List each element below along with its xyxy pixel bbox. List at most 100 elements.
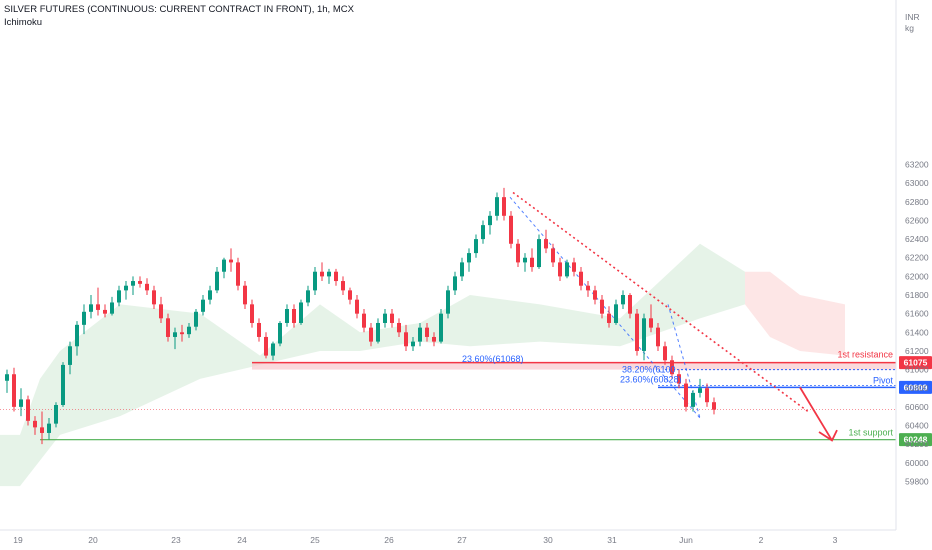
price-tick-label: 61400 <box>905 327 929 337</box>
price-tick-label: 60200 <box>905 439 929 449</box>
price-badge-text: 60248 <box>904 435 928 445</box>
candle-body <box>243 285 247 305</box>
price-tick-label: 62600 <box>905 215 929 225</box>
candle-body <box>341 281 345 291</box>
candle-body <box>173 332 177 337</box>
time-tick-label: 20 <box>88 535 98 545</box>
candle-body <box>390 313 394 323</box>
candle-body <box>201 299 205 312</box>
time-tick-label: 27 <box>457 535 467 545</box>
candle-body <box>502 197 506 216</box>
candle-body <box>495 197 499 216</box>
candle-body <box>159 304 163 319</box>
arrow-head <box>818 429 838 442</box>
candle-body <box>677 374 681 384</box>
candle-body <box>285 309 289 323</box>
candle-body <box>614 304 618 323</box>
candle-body <box>635 313 639 351</box>
candle-body <box>61 364 65 405</box>
candle-body <box>187 326 191 335</box>
candle-body <box>670 360 674 375</box>
time-tick-label: 19 <box>13 535 23 545</box>
price-tick-label: 63000 <box>905 178 929 188</box>
chart-title: SILVER FUTURES (CONTINUOUS: CURRENT CONT… <box>4 4 354 15</box>
price-tick-label: 60600 <box>905 402 929 412</box>
candle-body <box>75 324 79 347</box>
candle-body <box>54 404 58 424</box>
candle-body <box>705 388 709 403</box>
candle-body <box>250 304 254 323</box>
level-labels: 1st resistance Pivot 1st support 23.60%(610… <box>462 350 932 447</box>
candle-body <box>572 262 576 272</box>
candle-body <box>446 290 450 314</box>
candle-body <box>432 336 436 342</box>
candle-body <box>355 299 359 314</box>
price-badge-text: 61075 <box>904 358 928 368</box>
cloud-bearish <box>745 271 845 356</box>
candle-body <box>516 243 520 263</box>
unit-label-kg: kg <box>905 23 914 33</box>
candle-body <box>110 302 114 314</box>
downtrend-line <box>512 191 809 413</box>
candle-body <box>33 420 37 428</box>
candle-body <box>166 318 170 337</box>
candle-body <box>320 271 324 277</box>
candle-body <box>411 341 415 347</box>
candle-body <box>299 302 303 323</box>
pivot-label: Pivot <box>873 375 894 385</box>
candle-body <box>474 239 478 254</box>
candle-body <box>404 332 408 347</box>
candle-body <box>488 215 492 226</box>
time-tick-label: 31 <box>607 535 617 545</box>
fib-trend-line <box>509 196 701 419</box>
candle-body <box>306 290 310 303</box>
ichimoku-cloud <box>0 243 845 487</box>
candle-body <box>229 259 233 263</box>
fib-label: 23.60%(60828) <box>620 375 682 385</box>
candle-body <box>425 327 429 337</box>
candle-body <box>530 257 534 268</box>
candle-body <box>362 313 366 328</box>
price-tick-label: 62200 <box>905 253 929 263</box>
candle-body <box>467 253 471 263</box>
candle-body <box>131 281 135 286</box>
candle-body <box>117 290 121 303</box>
candle-body <box>215 271 219 291</box>
candle-body <box>586 285 590 291</box>
resistance-zone <box>252 362 896 370</box>
time-axis[interactable]: 19 20 23 24 25 26 27 30 31 Jun 2 3 <box>13 535 837 545</box>
candle-body <box>621 295 625 305</box>
price-badge <box>899 380 932 394</box>
time-tick-label: 26 <box>384 535 394 545</box>
time-tick-label: Jun <box>679 535 693 545</box>
candle-body <box>642 318 646 351</box>
candle-body <box>194 311 198 327</box>
candle-body <box>327 271 331 277</box>
candle-body <box>208 290 212 300</box>
candle-body <box>271 343 275 356</box>
candle-body <box>376 322 380 342</box>
candle-body <box>649 318 653 328</box>
candle-body <box>607 313 611 323</box>
candle-body <box>68 346 72 365</box>
candle-body <box>656 327 660 347</box>
price-tick-label: 60800 <box>905 383 929 393</box>
price-axis[interactable]: 63200 63000 62800 62600 62400 62200 62000 61800… <box>905 160 929 487</box>
candle-body <box>96 304 100 310</box>
price-tick-label: 63200 <box>905 160 929 170</box>
candle-body <box>698 388 702 393</box>
candle-body <box>5 374 9 381</box>
candle-body <box>509 215 513 244</box>
candle-body <box>12 374 16 407</box>
fib-label: 23.60%(61068) <box>462 354 524 364</box>
price-levels <box>0 361 896 441</box>
candle-body <box>453 276 457 291</box>
candle-body <box>222 259 226 272</box>
candle-body <box>551 248 555 263</box>
candles <box>5 187 716 445</box>
candle-body <box>628 295 632 314</box>
candle-body <box>47 423 51 433</box>
indicator-label[interactable]: Ichimoku <box>4 17 43 28</box>
price-tick-label: 62400 <box>905 234 929 244</box>
